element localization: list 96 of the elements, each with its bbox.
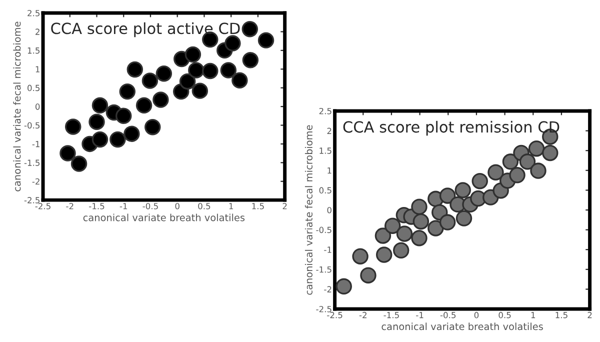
y-tick-label: 2.5	[319, 108, 332, 114]
x-tick-label: -0.5	[142, 202, 158, 210]
point	[374, 228, 392, 244]
y-tick-label: 2	[36, 28, 40, 35]
x-tick-label: -2	[359, 312, 366, 318]
point	[224, 35, 241, 52]
y-tick-label: 0.5	[28, 84, 40, 92]
x-tick-label: -1	[120, 203, 128, 210]
y-tick-label: -0.5	[316, 226, 332, 234]
point	[220, 62, 237, 78]
y-tick-label: 1	[328, 167, 332, 174]
x-tick-label: 1	[531, 312, 536, 318]
x-axis-title: canonical variate breath volatiles	[382, 322, 543, 330]
x-tick-label: 2	[282, 202, 287, 210]
point	[488, 164, 504, 180]
point	[152, 92, 169, 108]
point	[439, 214, 456, 230]
y-axis-title: canonical variate fecal microbiome	[304, 125, 312, 295]
point	[396, 226, 413, 242]
x-axis-title: canonical variate breath volatiles	[83, 214, 245, 222]
point	[92, 131, 108, 148]
point	[184, 46, 202, 63]
y-tick-label: -0.5	[24, 122, 40, 129]
text: CCA score plot remission CD	[343, 120, 560, 136]
point	[179, 73, 196, 90]
point	[456, 210, 472, 226]
y-tick-label: -2	[32, 178, 40, 185]
point	[336, 278, 352, 295]
point	[530, 162, 546, 179]
x-tick-label: -1	[416, 312, 424, 318]
point	[258, 32, 274, 48]
x-tick-label: 1.5	[252, 203, 264, 210]
y-tick-label: 1	[36, 66, 40, 72]
point	[472, 172, 488, 190]
y-tick-label: -2	[324, 286, 332, 292]
x-tick-label: 0.5	[498, 312, 511, 318]
y-tick-label: -1	[32, 141, 40, 148]
point	[242, 20, 258, 38]
y-tick-label: 0	[35, 104, 40, 110]
point	[428, 220, 444, 236]
x-tick-label: 1	[229, 203, 233, 210]
y-tick-label: 2	[327, 128, 332, 134]
point	[188, 62, 204, 78]
point	[392, 242, 410, 258]
point	[242, 52, 259, 68]
point	[352, 248, 368, 264]
point	[542, 144, 558, 162]
point	[411, 230, 428, 246]
y-tick-label: 1.5	[320, 148, 332, 154]
point	[528, 140, 545, 157]
point	[60, 145, 76, 162]
point	[110, 131, 126, 148]
y-tick-label: 2.5	[28, 10, 40, 16]
y-axis-title: canonical variate fecal microbiome	[13, 22, 21, 192]
point	[192, 82, 208, 99]
point	[124, 126, 140, 142]
x-tick-label: -0.5	[440, 312, 456, 318]
point	[376, 246, 392, 263]
point	[64, 118, 82, 135]
y-tick-label: -1.5	[24, 160, 40, 166]
point	[384, 218, 401, 234]
point	[360, 267, 376, 284]
text: CCA score plot active CD	[51, 22, 240, 38]
point	[454, 182, 471, 198]
x-tick-label: 1.5	[556, 312, 568, 318]
y-tick-label: 1.5	[28, 48, 40, 54]
point	[116, 108, 132, 124]
point	[136, 97, 152, 114]
x-tick-label: -2	[66, 202, 74, 210]
y-tick-label: -1.5	[316, 266, 332, 273]
x-tick-label: 0	[175, 202, 180, 210]
x-tick-label: 0.5	[198, 202, 210, 210]
point	[92, 97, 108, 114]
point	[411, 198, 428, 215]
point	[142, 72, 158, 89]
point	[144, 118, 161, 136]
point	[509, 167, 526, 184]
point	[439, 188, 456, 204]
point	[502, 154, 519, 170]
point	[156, 65, 172, 82]
point	[519, 154, 536, 170]
y-tick-label: -2.5	[24, 197, 40, 204]
x-tick-label: -1.5	[89, 203, 104, 210]
y-tick-label: -2.5	[316, 306, 332, 312]
point	[412, 213, 430, 230]
point	[119, 83, 136, 100]
x-tick-label: -1.5	[384, 312, 399, 318]
point	[202, 62, 218, 80]
point	[126, 61, 144, 78]
x-tick-label: 0	[474, 312, 479, 318]
x-tick-label: 2	[588, 312, 592, 318]
point	[88, 114, 105, 130]
y-tick-label: 0.5	[319, 187, 332, 194]
y-tick-label: -1	[324, 246, 332, 253]
point	[232, 72, 248, 88]
point	[70, 156, 88, 172]
